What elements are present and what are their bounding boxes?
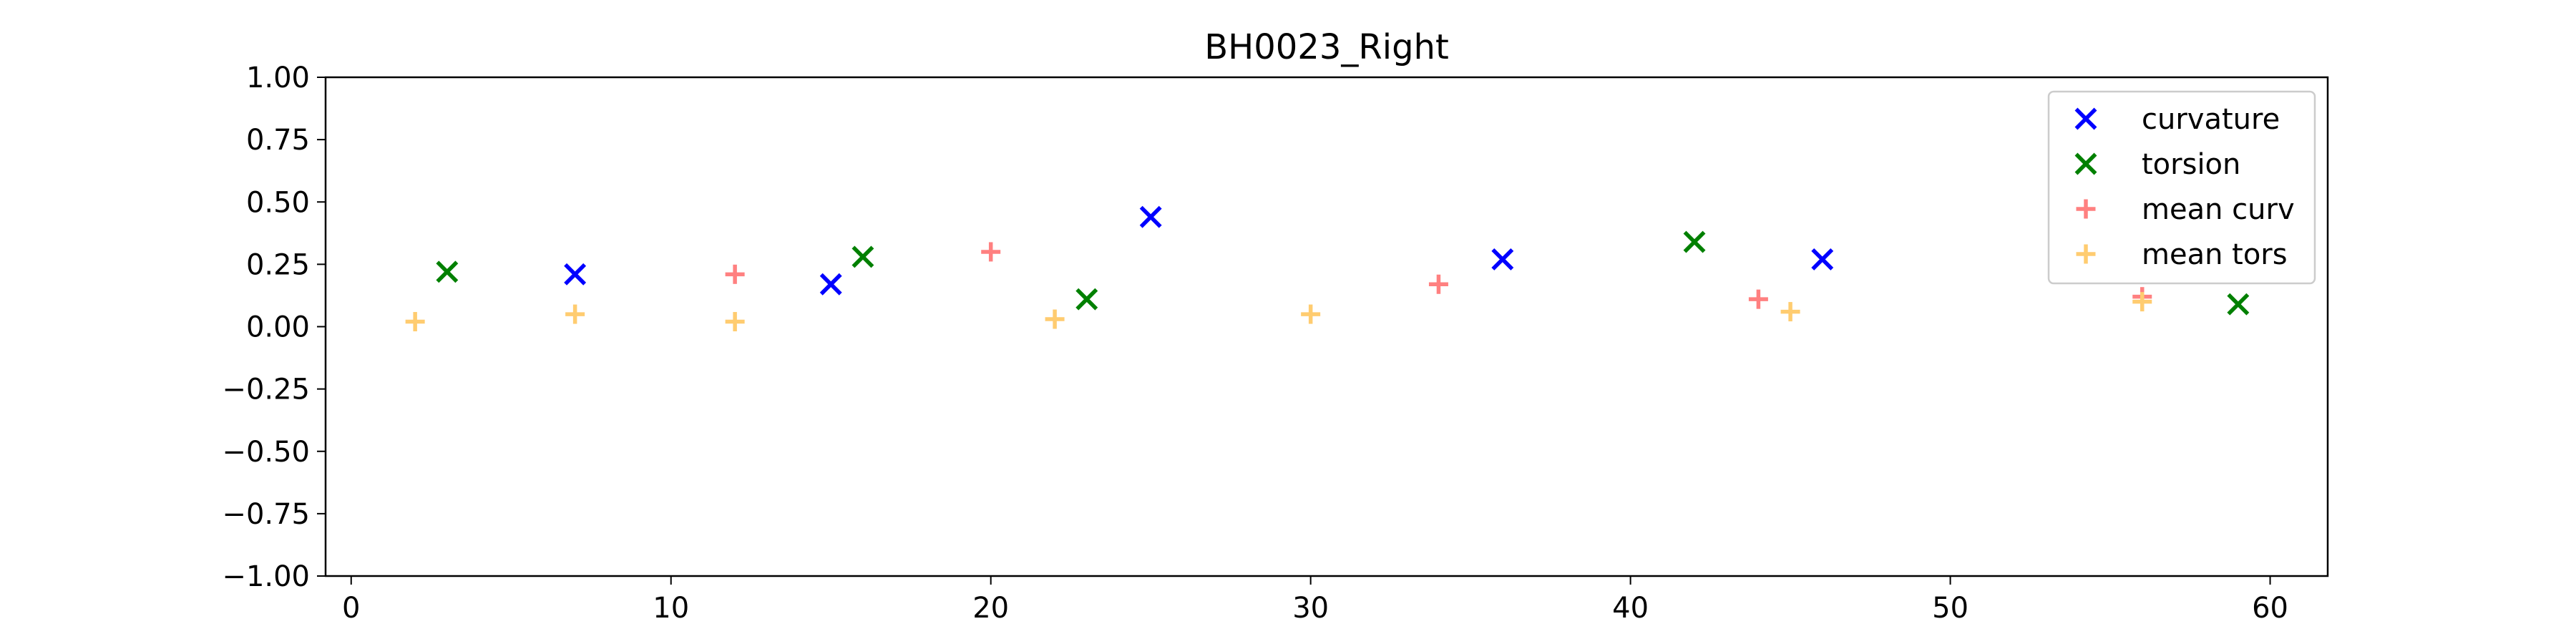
data-point <box>1491 248 1514 270</box>
data-point <box>564 263 587 286</box>
plot-area-frame <box>324 76 2329 577</box>
x-tick-label: 40 <box>1612 592 1649 625</box>
y-tick-label: 0.75 <box>246 124 310 157</box>
y-tick-label: −0.75 <box>222 498 310 531</box>
data-point <box>1075 288 1098 311</box>
data-point <box>1301 304 1321 324</box>
y-tick-label: −1.00 <box>222 560 310 593</box>
x-tick-label: 10 <box>653 592 689 625</box>
series-torsion <box>436 230 2250 316</box>
y-tick-label: 0.50 <box>246 186 310 219</box>
x-tick-label: 60 <box>2252 592 2288 625</box>
data-point <box>852 245 874 268</box>
data-point <box>1045 309 1065 329</box>
y-tick-label: −0.50 <box>222 436 310 469</box>
legend-entry: mean tors <box>2076 238 2288 271</box>
y-tick-label: 1.00 <box>246 62 310 94</box>
x-tick-label: 0 <box>342 592 360 625</box>
x-tick-label: 20 <box>972 592 1009 625</box>
series-curvature <box>564 205 1834 296</box>
legend-marker <box>2076 199 2096 219</box>
data-point <box>1139 205 1162 228</box>
chart-title: BH0023_Right <box>1204 27 1449 67</box>
series-mean-tors <box>405 292 2152 332</box>
legend-entry: mean curv <box>2076 193 2295 226</box>
data-point <box>725 312 745 332</box>
legend-marker <box>2076 244 2096 264</box>
legend-label: curvature <box>2142 103 2280 136</box>
data-point <box>1811 248 1834 270</box>
legend-marker <box>2074 152 2097 175</box>
x-axis: 0 10 20 30 40 50 60 <box>342 576 2288 625</box>
data-point <box>565 304 585 324</box>
data-point <box>1780 302 1800 322</box>
legend-entry: curvature <box>2074 103 2280 136</box>
data-point <box>1683 230 1706 253</box>
data-points <box>405 205 2250 332</box>
data-point <box>819 273 842 296</box>
data-point <box>981 242 1001 262</box>
data-point <box>1428 274 1448 294</box>
legend-label: mean tors <box>2142 238 2288 271</box>
legend-label: torsion <box>2142 148 2240 181</box>
data-point <box>2227 293 2250 316</box>
y-tick-label: 0.00 <box>246 311 310 344</box>
legend: curvature torsion mean curv mean tors <box>2047 90 2316 285</box>
legend-label: mean curv <box>2142 193 2295 226</box>
data-point <box>725 264 745 284</box>
data-point <box>2132 292 2152 312</box>
legend-entry: torsion <box>2074 148 2240 181</box>
data-point <box>405 312 425 332</box>
y-tick-label: 0.25 <box>246 248 310 281</box>
y-tick-label: −0.25 <box>222 374 310 406</box>
y-axis: 1.00 0.75 0.50 0.25 0.00 −0.25 −0.50 −0.75 −1.00 <box>222 62 326 593</box>
x-tick-label: 50 <box>1932 592 1968 625</box>
legend-frame <box>2047 90 2316 285</box>
legend-marker <box>2074 107 2097 130</box>
x-tick-label: 30 <box>1292 592 1329 625</box>
data-point <box>1748 289 1768 309</box>
data-point <box>436 260 459 283</box>
